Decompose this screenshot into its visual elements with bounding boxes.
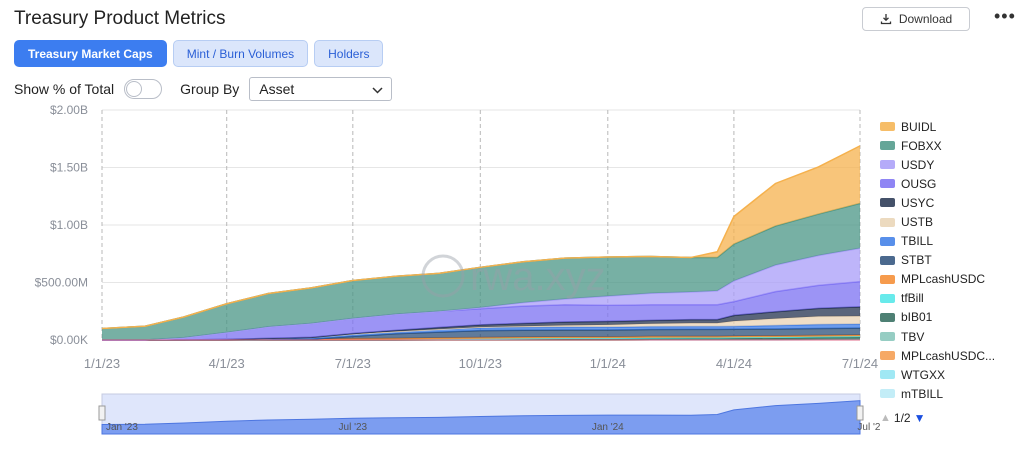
toggle-knob (126, 81, 143, 97)
legend-swatch (880, 293, 895, 303)
x-tick-label: 4/1/23 (209, 356, 245, 371)
legend-item[interactable]: TBV (880, 327, 995, 346)
market-cap-chart: $0.00K $500.00M $1.00B $1.50B $2.00B 1/1/23 4/… (35, 103, 880, 435)
page-title: Treasury Product Metrics (14, 8, 226, 29)
legend-item[interactable]: mTBILL (880, 384, 995, 403)
legend-label: USYC (901, 195, 935, 210)
legend-label: TBILL (901, 234, 934, 249)
legend-swatch (880, 274, 895, 284)
download-icon (880, 13, 892, 25)
legend-swatch (880, 217, 895, 227)
tab-holders[interactable]: Holders (314, 40, 384, 67)
series-area (102, 328, 860, 340)
legend-swatch (880, 255, 895, 265)
legend-item[interactable]: USYC (880, 193, 995, 212)
legend-label: USTB (901, 215, 934, 230)
legend-pager: ▲ 1/2 ▼ (880, 411, 925, 425)
legend-label: mTBILL (901, 386, 944, 401)
navigator-label: Jul '24 (857, 422, 880, 433)
legend-swatch (880, 141, 895, 151)
series-area (102, 324, 860, 340)
series-area (102, 203, 860, 340)
y-tick-label: $500.00M (35, 276, 88, 290)
legend-label: WTGXX (901, 367, 945, 382)
legend-swatch (880, 312, 895, 322)
series-line (101, 145, 861, 330)
legend-item[interactable]: WTGXX (880, 365, 995, 384)
y-tick-label: $1.50B (50, 161, 88, 175)
legend-swatch (880, 370, 895, 380)
legend-item[interactable]: FOBXX (880, 136, 995, 155)
navigator-label: Jul '23 (339, 422, 368, 433)
chevron-down-icon (372, 81, 383, 97)
navigator-area (101, 400, 861, 435)
pager-down-icon[interactable]: ▼ (913, 411, 926, 425)
show-pct-label: Show % of Total (14, 81, 115, 97)
legend-label: OUSG (901, 176, 937, 191)
x-tick-label: 7/1/24 (842, 356, 878, 371)
y-tick-label: $2.00B (50, 103, 88, 117)
legend-item[interactable]: TBILL (880, 232, 995, 251)
legend-label: FOBXX (901, 138, 942, 153)
y-tick-label: $1.00B (50, 218, 88, 232)
legend-label: BUIDL (901, 119, 937, 134)
legend-item[interactable]: MPLcashUSDC... (880, 346, 995, 365)
legend-swatch (880, 160, 895, 170)
legend-item[interactable]: MPLcashUSDC (880, 270, 995, 289)
series-area (102, 248, 860, 340)
legend-swatch (880, 122, 895, 132)
download-button[interactable]: Download (862, 7, 970, 31)
watermark-globe-icon (421, 254, 465, 298)
legend-label: MPLcashUSDC (901, 272, 986, 287)
series-area (102, 337, 860, 340)
pager-text: 1/2 (893, 411, 911, 425)
legend-swatch (880, 332, 895, 342)
group-by-label: Group By (180, 81, 240, 97)
group-by-value: Asset (259, 81, 295, 97)
x-tick-label: 4/1/24 (716, 356, 752, 371)
legend-swatch (880, 198, 895, 208)
chart-controls: Show % of Total Group By Asset (14, 77, 393, 101)
legend-swatch (880, 236, 895, 246)
watermark: rwa.xyz (470, 255, 606, 299)
x-tick-label: 7/1/23 (335, 356, 371, 371)
x-tick-label: 1/1/24 (590, 356, 626, 371)
x-tick-label: 1/1/23 (84, 356, 120, 371)
tab-bar: Treasury Market Caps Mint / Burn Volumes… (14, 40, 384, 67)
show-pct-toggle[interactable] (124, 79, 163, 99)
tab-mint-burn-volumes[interactable]: Mint / Burn Volumes (172, 40, 309, 67)
chart-legend: BUIDL FOBXX USDY OUSG USYC USTB TBILL STBT MPLca… (880, 117, 995, 403)
legend-label: MPLcashUSDC... (901, 348, 996, 363)
legend-swatch (880, 389, 895, 399)
download-label: Download (898, 12, 953, 26)
x-tick-label: 10/1/23 (459, 356, 502, 371)
legend-label: TBV (901, 329, 925, 344)
legend-item[interactable]: tfBill (880, 289, 995, 308)
legend-label: STBT (901, 253, 932, 268)
legend-item[interactable]: USDY (880, 155, 995, 174)
navigator-handle (856, 405, 864, 421)
legend-item[interactable]: STBT (880, 251, 995, 270)
navigator-label: Jan '24 (592, 422, 624, 433)
navigator-handle (98, 405, 106, 421)
group-by-select[interactable]: Asset (249, 77, 393, 101)
more-options-icon[interactable]: ••• (994, 6, 1016, 26)
legend-item[interactable]: USTB (880, 212, 995, 231)
legend-swatch (880, 179, 895, 189)
tab-treasury-market-caps[interactable]: Treasury Market Caps (14, 40, 167, 67)
series-line (102, 306, 861, 341)
y-tick-label: $0.00K (50, 333, 88, 347)
legend-label: tfBill (901, 291, 924, 306)
legend-item[interactable]: OUSG (880, 174, 995, 193)
legend-swatch (880, 351, 895, 361)
navigator-label: Jan '23 (106, 422, 138, 433)
legend-item[interactable]: bIB01 (880, 308, 995, 327)
legend-label: bIB01 (901, 310, 933, 325)
legend-item[interactable]: BUIDL (880, 117, 995, 136)
legend-label: USDY (901, 157, 935, 172)
pager-up-icon[interactable]: ▲ (880, 412, 891, 424)
